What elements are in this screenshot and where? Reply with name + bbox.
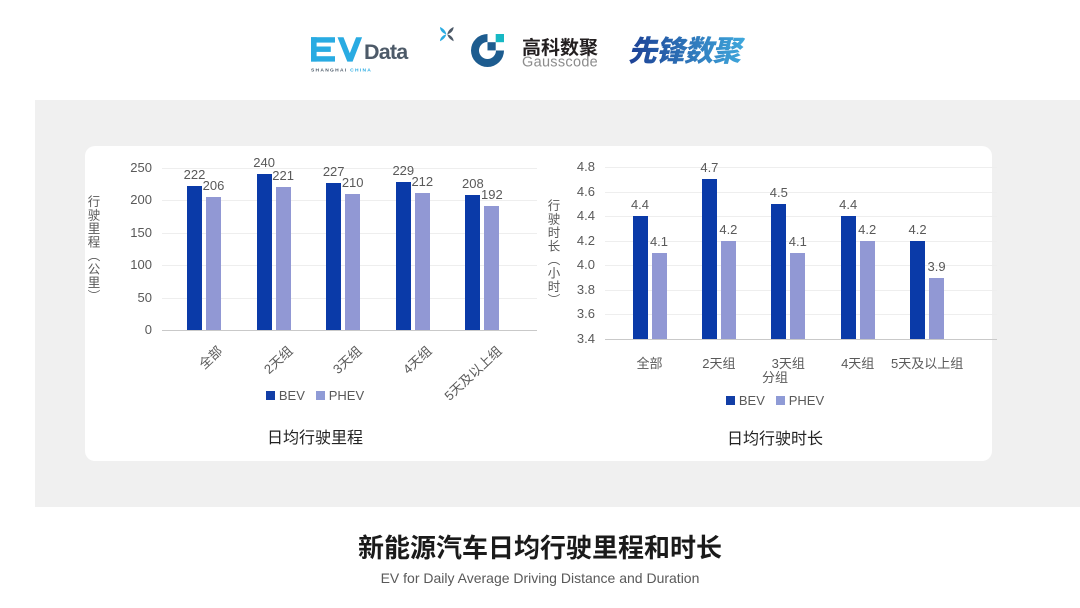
svg-text:Gausscode: Gausscode bbox=[522, 55, 598, 68]
svg-text:先锋数聚: 先锋数聚 bbox=[628, 28, 746, 70]
svg-text:SHANGHAI CHINA: SHANGHAI CHINA bbox=[311, 67, 372, 73]
svg-text:Data: Data bbox=[364, 40, 409, 64]
